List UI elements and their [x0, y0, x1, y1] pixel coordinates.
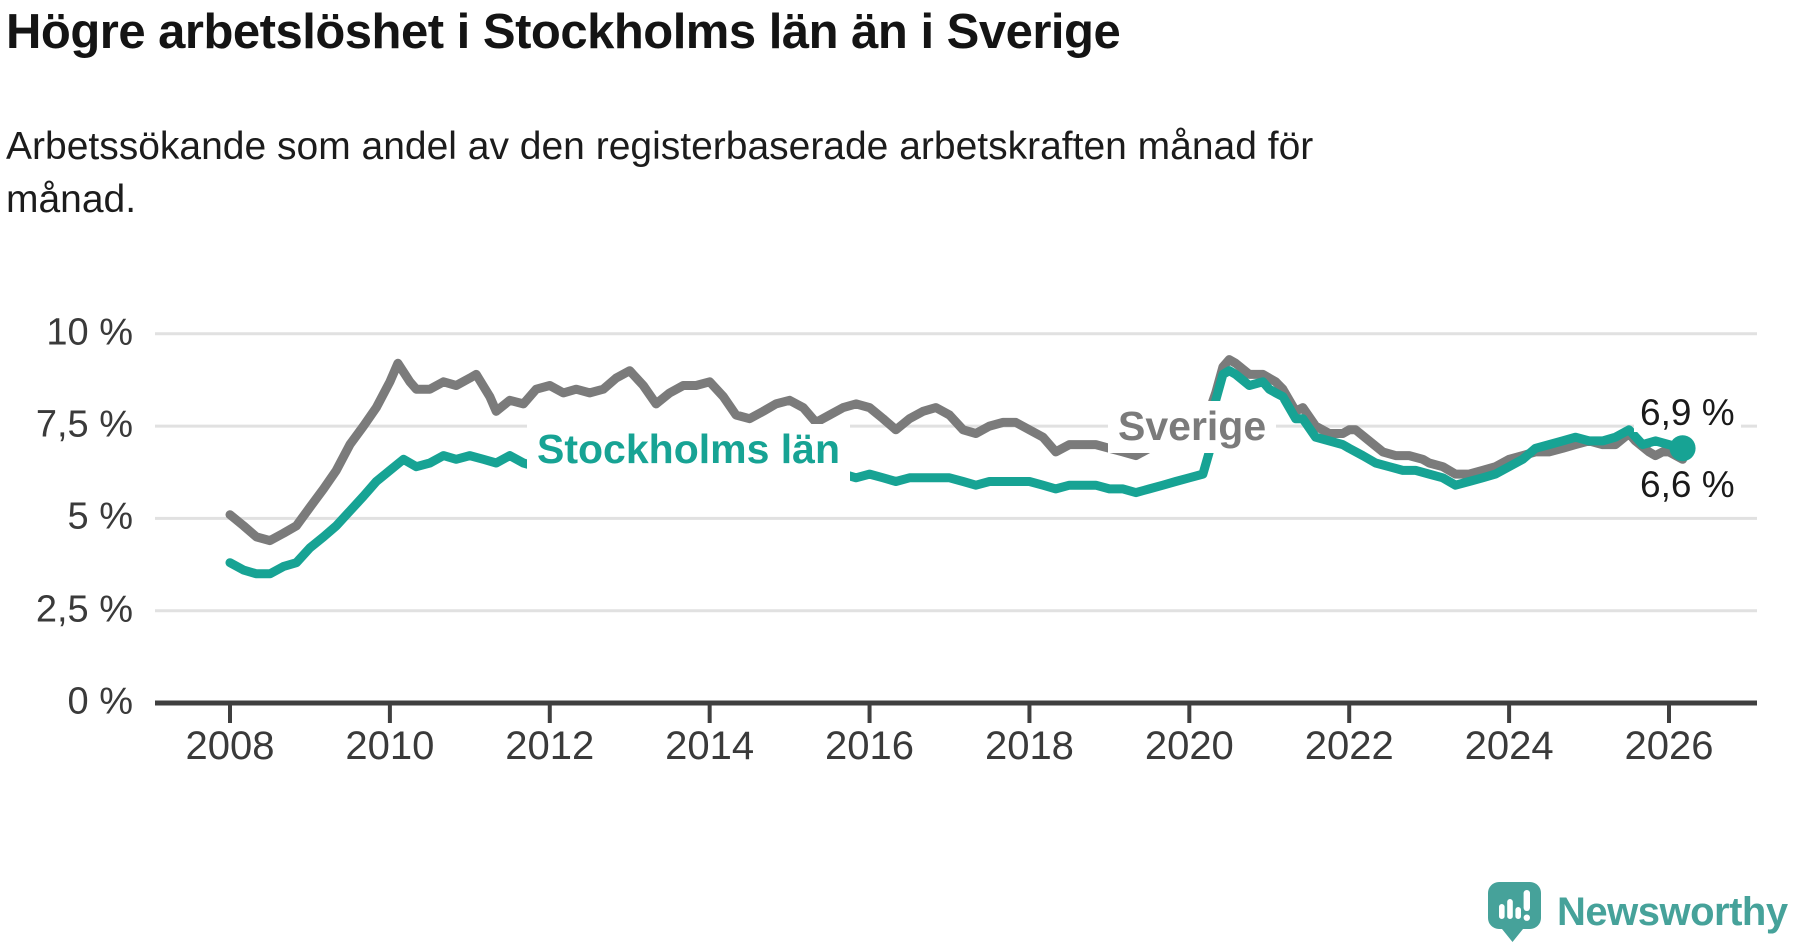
- bar-2: [1507, 899, 1513, 919]
- series-line-sverige: [225, 355, 1688, 546]
- bar-3: [1515, 907, 1521, 919]
- speech-bubble-shape: [1488, 882, 1541, 942]
- newsworthy-logo: Newsworthy: [1488, 882, 1788, 943]
- exclamation-dot: [1523, 914, 1530, 921]
- chart-subtitle: Arbetssökande som andel av den registerb…: [6, 120, 1526, 226]
- subtitle-line-1: Arbetssökande som andel av den registerb…: [6, 125, 1314, 168]
- newsworthy-logo-icon: [1488, 882, 1541, 942]
- end-value-label-stockholms-lan: 6,9 %: [1634, 394, 1741, 432]
- end-value-label-sverige: 6,6 %: [1634, 466, 1741, 504]
- latest-point-dot: [1669, 435, 1696, 462]
- page-title: Högre arbetslöshet i Stockholms län än i…: [6, 5, 1121, 59]
- series-label-sverige: Sverige: [1108, 401, 1277, 453]
- bar-1: [1499, 904, 1505, 919]
- logo-text: Newsworthy: [1557, 890, 1788, 934]
- series-label-stockholms-lan: Stockholms län: [527, 424, 851, 485]
- exclamation-bar: [1523, 890, 1530, 911]
- subtitle-line-2: månad.: [6, 178, 137, 221]
- series-line-stockholms-l-n: [225, 366, 1688, 579]
